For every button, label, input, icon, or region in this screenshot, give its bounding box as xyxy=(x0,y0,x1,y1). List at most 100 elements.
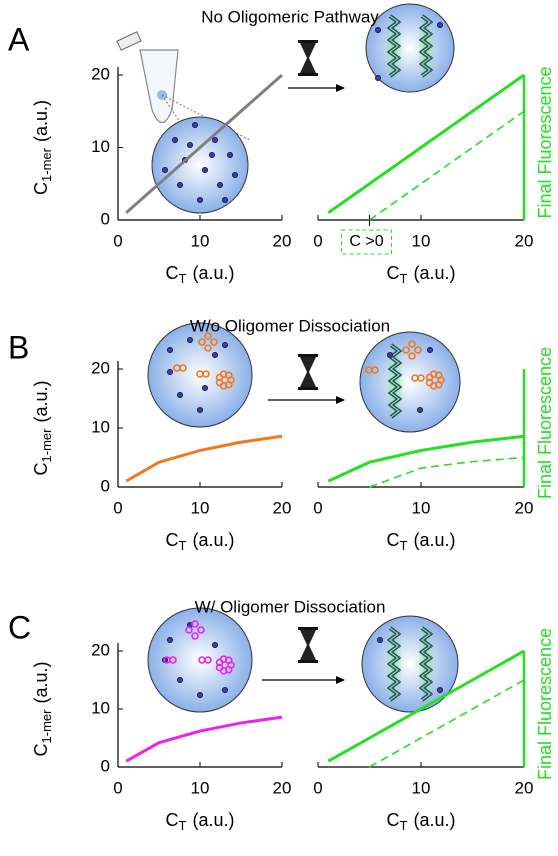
monomer xyxy=(212,352,217,357)
monomer xyxy=(202,385,207,390)
monomer xyxy=(427,347,432,352)
monomer xyxy=(222,687,227,692)
axis-label: C1-mer(a.u.) xyxy=(31,100,55,195)
y-axis-label: Final Fluorescence xyxy=(535,66,555,218)
hourglass-top xyxy=(298,627,318,630)
label-unit: (a.u.) xyxy=(192,810,234,830)
axis-label: CT(a.u.) xyxy=(387,810,456,834)
x-tick-label: 10 xyxy=(191,778,210,797)
hourglass-glass xyxy=(300,357,316,387)
x-tick-label: 10 xyxy=(191,498,210,517)
monomer xyxy=(167,347,172,352)
y-tick-label: 0 xyxy=(101,756,110,775)
arrow-head xyxy=(336,676,345,684)
label-sub: T xyxy=(400,271,408,286)
label-main: C xyxy=(387,530,400,550)
hourglass-top xyxy=(298,40,318,43)
monomer xyxy=(222,197,227,202)
arrow-head xyxy=(336,84,345,92)
chart-title: W/ Oligomer Dissociation xyxy=(195,597,386,616)
panel-letter: B xyxy=(8,329,29,365)
monomer xyxy=(387,352,392,357)
label-sub: 1-mer xyxy=(39,428,54,463)
label-unit: (a.u.) xyxy=(413,810,455,830)
y-tick-label: 20 xyxy=(91,358,110,377)
axis-label: CT(a.u.) xyxy=(166,810,235,834)
label-unit: (a.u.) xyxy=(31,662,51,704)
y-tick-label: 0 xyxy=(101,209,110,228)
y-tick-label: 20 xyxy=(91,64,110,83)
y-tick-label: 10 xyxy=(91,137,110,156)
chart-title: No Oligomeric Pathway xyxy=(201,7,379,26)
label-unit: (a.u.) xyxy=(31,100,51,142)
y-axis-label: Final Fluorescence xyxy=(535,628,555,780)
hourglass-bottom xyxy=(298,387,318,390)
label-unit: (a.u.) xyxy=(413,263,455,283)
label-sub: 1-mer xyxy=(39,147,54,182)
x-tick-label: 20 xyxy=(515,498,534,517)
monomer xyxy=(227,152,232,157)
series-line xyxy=(126,436,282,481)
chart-title: W/o Oligomer Dissociation xyxy=(190,316,390,335)
monomer xyxy=(377,637,382,642)
y-tick-label: 10 xyxy=(91,698,110,717)
label-unit: (a.u.) xyxy=(192,263,234,283)
y-tick-label: 10 xyxy=(91,417,110,436)
x-tick-label: 10 xyxy=(412,778,431,797)
monomer xyxy=(437,687,442,692)
monomer xyxy=(212,642,217,647)
y-tick-label: 20 xyxy=(91,640,110,659)
y-axis-label: Final Fluorescence xyxy=(535,347,555,499)
series-line xyxy=(328,436,524,481)
hourglass-bottom xyxy=(298,73,318,76)
monomer xyxy=(375,27,380,32)
panel-letter: C xyxy=(8,609,31,645)
x-tick-label: 20 xyxy=(273,231,292,250)
axis-label: CT(a.u.) xyxy=(166,530,235,554)
axis-label: C1-mer (a.u.) xyxy=(31,381,55,476)
monomer xyxy=(217,182,222,187)
label-sub: 1-mer xyxy=(39,709,54,744)
monomer xyxy=(417,407,422,412)
monomer xyxy=(192,122,197,127)
label-main: C xyxy=(166,530,179,550)
x-tick-label: 20 xyxy=(273,778,292,797)
axis-label: C1-mer(a.u.) xyxy=(31,662,55,757)
monomer xyxy=(197,692,202,697)
panel-letter: A xyxy=(8,21,30,57)
label-sub: T xyxy=(400,538,408,553)
axis-label: CT (a.u.) xyxy=(387,530,456,554)
x-tick-label: 20 xyxy=(273,498,292,517)
series-line xyxy=(328,75,524,213)
figure: 01020CT(a.u.)01020C1-mer(a.u.)No Oligome… xyxy=(0,0,558,856)
tube-cap xyxy=(117,32,141,50)
x-tick-label: 0 xyxy=(313,231,322,250)
monomer xyxy=(177,677,182,682)
x-tick-label: 0 xyxy=(313,498,322,517)
label-main: C xyxy=(166,810,179,830)
monomer xyxy=(172,137,177,142)
arrow-head xyxy=(336,396,345,404)
x-tick-label: 20 xyxy=(515,778,534,797)
axis-label: CT(a.u.) xyxy=(166,263,235,287)
monomer xyxy=(375,75,380,80)
label-main: C xyxy=(31,462,51,475)
hourglass-glass xyxy=(300,630,316,660)
x-tick-label: 0 xyxy=(113,498,122,517)
series-line xyxy=(370,458,525,488)
annotation-text: C >0 xyxy=(349,233,383,250)
label-unit: (a.u.) xyxy=(413,530,455,550)
monomer xyxy=(167,369,172,374)
monomer xyxy=(222,342,227,347)
label-unit: (a.u.) xyxy=(31,381,51,423)
hourglass-bottom xyxy=(298,660,318,663)
monomer xyxy=(202,167,207,172)
x-tick-label: 0 xyxy=(113,778,122,797)
monomer xyxy=(209,152,214,157)
page: 01020CT(a.u.)01020C1-mer(a.u.)No Oligome… xyxy=(0,0,558,856)
label-main: C xyxy=(166,263,179,283)
axis-label: CT(a.u.) xyxy=(387,263,456,287)
monomer xyxy=(197,407,202,412)
hourglass-top xyxy=(298,354,318,357)
tube xyxy=(140,50,178,123)
